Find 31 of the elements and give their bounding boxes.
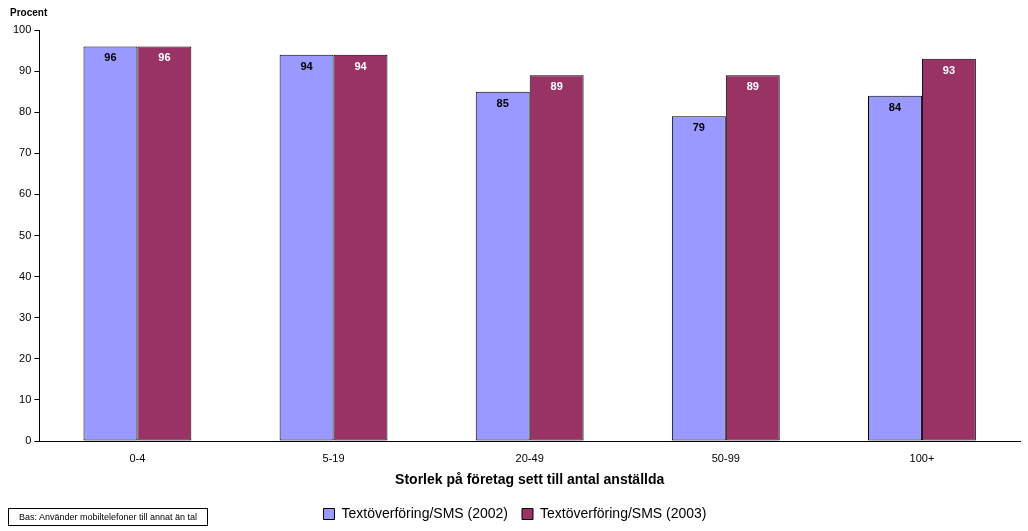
y-tick-label: 40 [19, 269, 32, 282]
data-label: 96 [104, 51, 117, 64]
data-label: 93 [942, 63, 956, 76]
x-tick-label: 0-4 [129, 451, 146, 464]
x-tick-label: 100+ [909, 451, 935, 464]
x-tick-label: 5-19 [322, 451, 345, 464]
y-tick-label: 0 [25, 434, 32, 447]
y-tick-label: 50 [19, 228, 32, 241]
x-axis-title: Storlek på företag sett till antal anställda [395, 471, 665, 488]
y-tick-label: 100 [12, 23, 32, 36]
y-tick-label: 10 [19, 392, 32, 405]
text: Bas: Använder mobiltelefoner till annat än tal [8, 508, 209, 526]
y-tick-label: 60 [19, 187, 32, 200]
data-label: 84 [888, 100, 902, 113]
data-label: 89 [746, 80, 759, 93]
data-label: 89 [550, 80, 563, 93]
legend-label: Textöverföring/SMS (2002) [341, 504, 509, 521]
y-tick-label: 80 [19, 105, 32, 118]
x-tick-label: 20-49 [515, 451, 544, 464]
y-tick-label: 70 [19, 146, 32, 159]
data-label: 85 [496, 96, 509, 109]
x-tick-label: 50-99 [711, 451, 740, 464]
data-label: 94 [354, 59, 368, 72]
data-label: 94 [300, 59, 314, 72]
data-label: 79 [692, 121, 705, 134]
data-label: 96 [158, 51, 171, 64]
y-tick-label: 20 [19, 351, 32, 364]
y-axis-title: Procent [10, 6, 48, 18]
y-tick-label: 90 [19, 64, 32, 77]
legend-label: Textöverföring/SMS (2003) [540, 504, 707, 521]
y-tick-label: 30 [19, 310, 32, 323]
